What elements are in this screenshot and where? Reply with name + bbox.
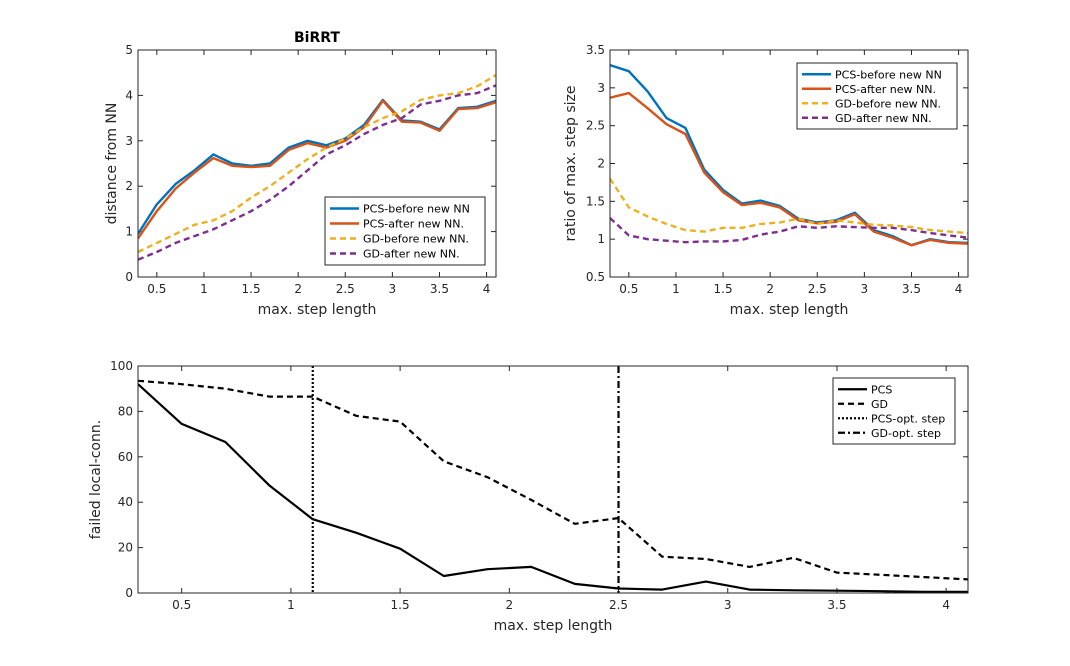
y-tick-label: 2: [125, 179, 133, 193]
y-tick-label: 100: [110, 359, 133, 373]
legend-label: GD-opt. step: [871, 427, 941, 440]
y-tick-label: 3.5: [586, 43, 605, 57]
legend-label: PCS-opt. step: [871, 412, 945, 425]
y-axis-label: failed local-conn.: [88, 420, 104, 539]
series-line-pcs: [138, 383, 968, 593]
axes-frame: [609, 49, 969, 278]
x-tick-label: 1: [287, 598, 295, 612]
legend: PCS-before new NN PCS-after new NN.GD-bef…: [796, 62, 958, 130]
legend-label: GD-after new NN.: [835, 112, 932, 125]
legend: PCS-before new NN PCS-after new NN. GD-bef…: [324, 196, 486, 266]
x-tick-label: 1.5: [242, 282, 261, 296]
x-tick-label: 0.5: [172, 598, 191, 612]
legend-label: GD-before new NN.: [363, 233, 469, 246]
legend-label: PCS-after new NN.: [835, 83, 936, 96]
legend-label: PCS-before new NN: [363, 203, 470, 216]
axes-frame: [137, 365, 969, 594]
x-tick-label: 4: [942, 598, 950, 612]
plot-area: [138, 366, 968, 593]
series-line-gd-before-new-nn-: [610, 177, 968, 235]
x-tick-label: 2: [766, 282, 774, 296]
x-tick-label: 3.5: [430, 282, 449, 296]
y-tick-label: 80: [118, 404, 133, 418]
y-tick-label: 3: [597, 81, 605, 95]
x-tick-label: 2.5: [609, 598, 628, 612]
y-tick-label: 0.5: [586, 270, 605, 284]
x-tick-label: 1: [672, 282, 680, 296]
y-tick-label: 1: [597, 232, 605, 246]
x-tick-label: 0.5: [147, 282, 166, 296]
x-tick-label: 3.5: [902, 282, 921, 296]
x-axis-label: max. step length: [258, 302, 377, 318]
y-axis-label: distance from NN: [104, 103, 120, 225]
x-tick-label: 4: [955, 282, 963, 296]
legend-label: PCS: [871, 383, 892, 396]
y-tick-label: 0: [125, 270, 133, 284]
axes-frame: [137, 49, 497, 278]
legend-label: GD-after new NN.: [363, 248, 460, 261]
y-tick-label: 4: [125, 88, 133, 102]
x-tick-label: 2.5: [808, 282, 827, 296]
series-line-gd-before-new-nn-: [138, 73, 496, 254]
x-tick-label: 1: [200, 282, 208, 296]
x-tick-label: 1.5: [391, 598, 410, 612]
x-tick-label: 3: [861, 282, 869, 296]
x-tick-label: 3: [389, 282, 397, 296]
x-tick-label: 2: [294, 282, 302, 296]
y-tick-label: 40: [118, 495, 133, 509]
series-line-pcs-after-new-nn-: [138, 99, 496, 240]
x-tick-label: 0.5: [619, 282, 638, 296]
top-right-chart: 0.5 1 1.5 2 2.5 3 3.5 4 0.5 1 1.5 2 2.5 3 3.5 max. step…: [563, 43, 969, 318]
top-left-chart: 0.5 1 1.5 2 2.5 3 3.5 4 0 1 2 3 4 5 BiRRT max. step len…: [104, 30, 497, 318]
x-tick-label: 3: [724, 598, 732, 612]
y-tick-label: 1.5: [586, 194, 605, 208]
legend-label: PCS-after new NN.: [363, 218, 464, 231]
y-tick-label: 0: [125, 586, 133, 600]
legend-label: PCS-before new NN: [835, 68, 942, 81]
y-tick-label: 2.5: [586, 119, 605, 133]
series-line-gd: [138, 379, 968, 581]
x-tick-label: 4: [483, 282, 491, 296]
y-tick-label: 20: [118, 541, 133, 555]
legend-label: GD: [871, 398, 888, 411]
x-tick-label: 2: [505, 598, 513, 612]
x-axis-label: max. step length: [730, 302, 849, 318]
series-line-gd-after-new-nn-: [138, 84, 496, 261]
y-tick-label: 3: [125, 134, 133, 148]
y-tick-label: 1: [125, 225, 133, 239]
y-tick-label: 2: [597, 157, 605, 171]
x-tick-label: 1.5: [714, 282, 733, 296]
x-tick-label: 2.5: [336, 282, 355, 296]
x-tick-label: 3.5: [827, 598, 846, 612]
x-axis-label: max. step length: [494, 618, 613, 634]
series-line-pcs-before-new-nn: [138, 98, 496, 235]
y-tick-label: 5: [125, 43, 133, 57]
series-line-pcs-after-new-nn-: [610, 91, 968, 247]
legend-label: GD-before new NN.: [835, 97, 941, 110]
chart-title: BiRRT: [294, 30, 340, 46]
y-axis-label: ratio of max. step size: [563, 86, 579, 242]
y-tick-label: 60: [118, 450, 133, 464]
